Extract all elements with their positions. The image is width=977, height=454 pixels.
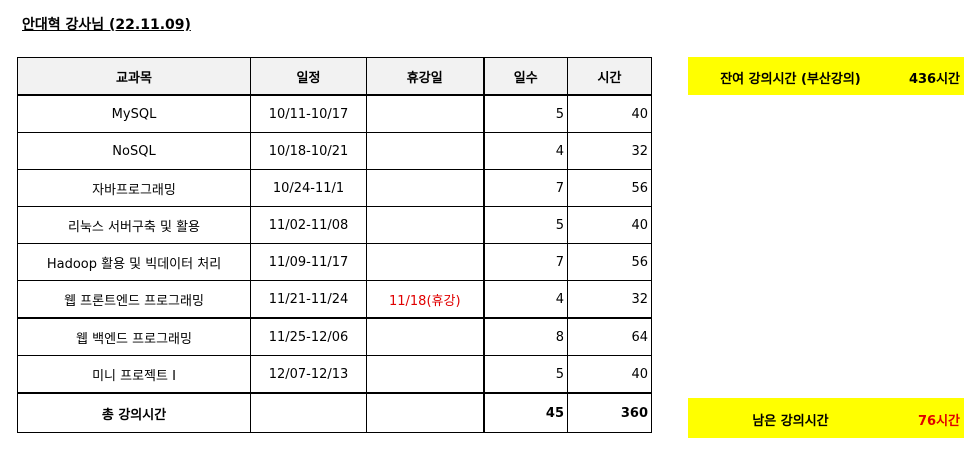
cell-holiday (366, 355, 484, 394)
cell-holiday (366, 317, 484, 356)
cell-hours: 40 (567, 206, 652, 244)
cell-hours: 56 (567, 169, 652, 207)
table-row: MySQL 10/11-10/17 5 40 (17, 94, 652, 133)
cell-period: 10/18-10/21 (250, 132, 367, 170)
page-title: 안대혁 강사님 (22.11.09) (22, 17, 191, 33)
cell-subject: 미니 프로젝트 I (17, 355, 251, 394)
cell-subject: MySQL (17, 94, 251, 133)
cell-holiday (366, 94, 484, 133)
cell-days: 5 (482, 355, 568, 394)
cell-hours: 32 (567, 280, 652, 319)
cell-period: 10/11-10/17 (250, 94, 367, 133)
schedule-table: 교과목 일정 휴강일 일수 시간 MySQL 10/11-10/17 5 40 … (17, 57, 652, 433)
cell-days: 5 (482, 206, 568, 244)
cell-subject: NoSQL (17, 132, 251, 170)
table-row: 미니 프로젝트 I 12/07-12/13 5 40 (17, 355, 652, 394)
cell-hours: 64 (567, 317, 652, 356)
cell-hours: 32 (567, 132, 652, 170)
left-hours-box: 남은 강의시간 76시간 (688, 398, 964, 438)
table-header-row: 교과목 일정 휴강일 일수 시간 (17, 57, 652, 96)
cell-holiday (366, 206, 484, 244)
cell-period: 11/21-11/24 (250, 280, 367, 319)
left-hours-value: 76시간 (917, 414, 960, 429)
cell-subject: 리눅스 서버구축 및 활용 (17, 206, 251, 244)
table-row: 웹 프론트엔드 프로그래밍 11/21-11/24 11/18(휴강) 4 32 (17, 280, 652, 319)
cell-days: 4 (482, 132, 568, 170)
total-period-empty (250, 392, 367, 433)
cell-days: 7 (482, 243, 568, 281)
total-days: 45 (482, 392, 568, 433)
table-row: 웹 백엔드 프로그래밍 11/25-12/06 8 64 (17, 317, 652, 356)
cell-holiday (366, 243, 484, 281)
left-hours-label: 남은 강의시간 (752, 414, 829, 429)
cell-subject: 웹 프론트엔드 프로그래밍 (17, 280, 251, 319)
remaining-busan-value: 436시간 (908, 72, 960, 87)
header-subject: 교과목 (17, 57, 251, 96)
cell-holiday (366, 132, 484, 170)
table-row: 리눅스 서버구축 및 활용 11/02-11/08 5 40 (17, 206, 652, 244)
cell-days: 4 (482, 280, 568, 319)
total-hours: 360 (567, 392, 652, 433)
table-row: 자바프로그래밍 10/24-11/1 7 56 (17, 169, 652, 207)
total-holiday-empty (366, 392, 484, 433)
cell-period: 11/09-11/17 (250, 243, 367, 281)
cell-period: 11/02-11/08 (250, 206, 367, 244)
header-holiday: 휴강일 (366, 57, 484, 96)
cell-hours: 56 (567, 243, 652, 281)
table-row: NoSQL 10/18-10/21 4 32 (17, 132, 652, 170)
remaining-busan-label: 잔여 강의시간 (부산강의) (720, 72, 861, 87)
cell-days: 5 (482, 94, 568, 133)
cell-days: 8 (482, 317, 568, 356)
table-total-row: 총 강의시간 45 360 (17, 392, 652, 433)
cell-subject: 웹 백엔드 프로그래밍 (17, 317, 251, 356)
cell-period: 11/25-12/06 (250, 317, 367, 356)
cell-period: 12/07-12/13 (250, 355, 367, 394)
cell-hours: 40 (567, 355, 652, 394)
table-row: Hadoop 활용 및 빅데이터 처리 11/09-11/17 7 56 (17, 243, 652, 281)
total-label: 총 강의시간 (17, 392, 251, 433)
cell-hours: 40 (567, 94, 652, 133)
header-days: 일수 (482, 57, 568, 96)
remaining-busan-box: 잔여 강의시간 (부산강의) 436시간 (688, 57, 964, 95)
header-hours: 시간 (567, 57, 652, 96)
cell-days: 7 (482, 169, 568, 207)
cell-holiday: 11/18(휴강) (366, 280, 484, 319)
cell-subject: Hadoop 활용 및 빅데이터 처리 (17, 243, 251, 281)
cell-subject: 자바프로그래밍 (17, 169, 251, 207)
cell-period: 10/24-11/1 (250, 169, 367, 207)
header-period: 일정 (250, 57, 367, 96)
cell-holiday (366, 169, 484, 207)
